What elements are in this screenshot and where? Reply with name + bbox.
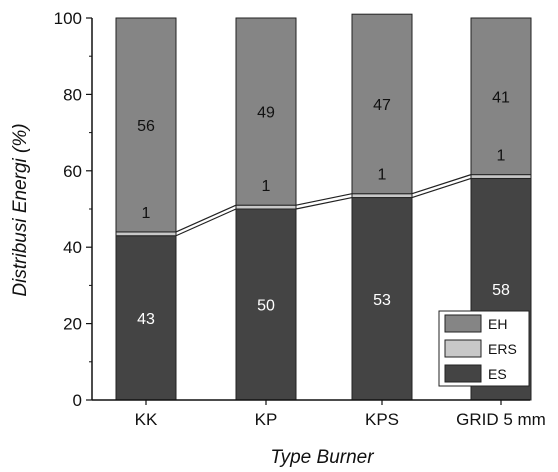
y-tick-label-80: 80: [63, 85, 82, 104]
y-tick-label-60: 60: [63, 162, 82, 181]
data-label-eh-3: 47: [373, 97, 391, 114]
data-label-ers-4: 1: [497, 148, 506, 165]
x-tick-label-1: KK: [135, 410, 158, 429]
x-tick-label-4: GRID 5 mm: [456, 410, 546, 429]
connector-es-1: [175, 208, 237, 237]
bar-ers-1: [115, 231, 177, 237]
axes: 0 20 40 60 80 100 KK KP KPS GRID 5 mm: [54, 9, 546, 429]
x-tick-label-2: KP: [255, 410, 278, 429]
legend-swatch-es: [444, 364, 482, 383]
legend-label-eh: EH: [488, 316, 507, 332]
data-label-eh-4: 41: [492, 89, 510, 106]
connector-es-2: [295, 196, 353, 210]
legend-label-ers: ERS: [488, 341, 517, 357]
connector-ers-2: [295, 193, 353, 206]
data-label-ers-1: 1: [142, 205, 151, 222]
data-label-es-2: 50: [257, 298, 275, 315]
x-tick-label-3: KPS: [365, 410, 399, 429]
data-label-ers-3: 1: [378, 167, 387, 184]
legend-swatch-eh: [444, 314, 482, 333]
data-label-ers-2: 1: [262, 178, 271, 195]
bar-eh-1: [115, 17, 177, 233]
connector-es-3: [411, 177, 472, 199]
bar-eh-2: [235, 17, 297, 206]
data-label-es-3: 53: [373, 292, 391, 309]
data-label-es-1: 43: [137, 311, 155, 328]
x-axis-title: Type Burner: [270, 447, 374, 468]
bar-es-2: [235, 208, 297, 401]
legend: EH ERS ES: [438, 310, 530, 387]
bar-es-1: [115, 235, 177, 401]
y-tick-label-20: 20: [63, 315, 82, 334]
y-axis-title: Distribusi Energi (%): [10, 123, 31, 296]
bar-ers-2: [235, 204, 297, 210]
bar-eh-4: [470, 17, 532, 176]
connector-lines: [175, 174, 472, 237]
data-label-eh-1: 56: [137, 118, 155, 135]
bar-ers-4: [470, 174, 532, 179]
y-tick-label-0: 0: [73, 391, 82, 410]
bar-ers-3: [351, 193, 413, 199]
bars-layer: [115, 13, 532, 401]
y-tick-label-100: 100: [54, 9, 82, 28]
connector-ers-3: [411, 174, 472, 195]
connector-ers-1: [175, 204, 237, 233]
data-label-es-4: 58: [492, 282, 510, 299]
legend-label-es: ES: [488, 366, 507, 382]
legend-swatch-ers: [444, 339, 482, 358]
bar-eh-3: [351, 13, 413, 195]
data-label-eh-2: 49: [257, 105, 275, 122]
y-tick-label-40: 40: [63, 238, 82, 257]
data-labels: 43 1 56 50 1 49 53 1 47 58 1 41: [137, 89, 510, 328]
